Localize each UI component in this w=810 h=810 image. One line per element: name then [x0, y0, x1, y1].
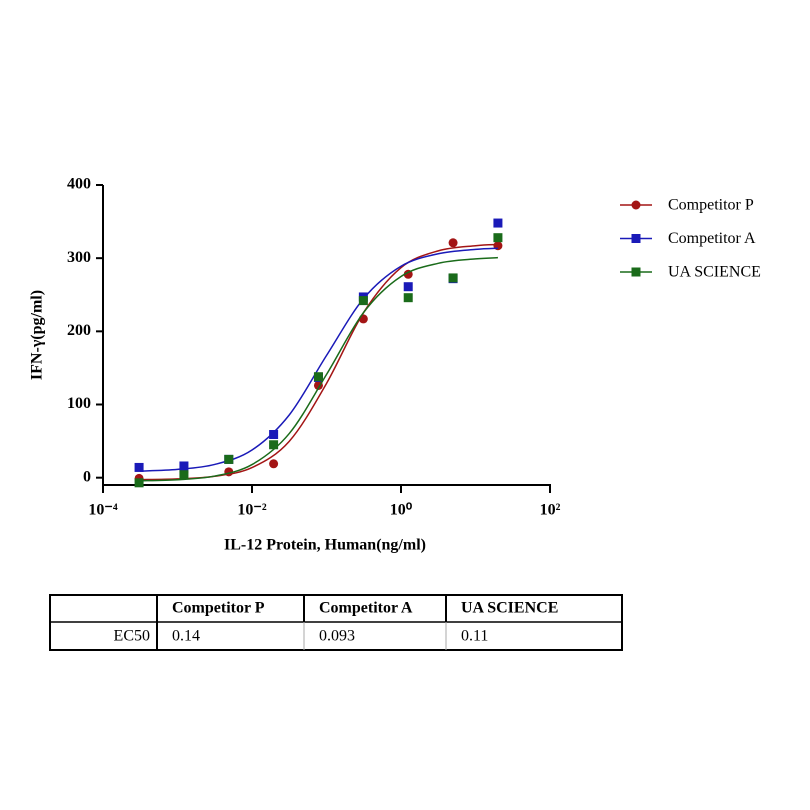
y-tick-label: 200: [67, 322, 91, 339]
legend-marker: [631, 267, 641, 277]
legend-marker: [631, 200, 641, 210]
table: [49, 594, 623, 651]
y-tick-label: 0: [83, 468, 91, 485]
data-point: [224, 454, 234, 464]
data-point: [448, 273, 458, 283]
data-point: [403, 293, 413, 303]
data-point: [269, 440, 279, 450]
data-point: [493, 218, 503, 228]
fit-curve: [140, 243, 498, 481]
data-point: [358, 314, 368, 324]
legend-label: Competitor P: [668, 197, 754, 214]
y-tick-label: 300: [67, 249, 91, 266]
table-header: UA SCIENCE: [461, 600, 558, 617]
data-point: [134, 478, 144, 488]
y-tick-label: 400: [67, 176, 91, 193]
data-point: [134, 462, 144, 472]
data-point: [493, 233, 503, 243]
legend-label: Competitor A: [668, 230, 756, 247]
data-point: [269, 459, 279, 469]
table-cell: 0.14: [172, 628, 200, 645]
table-header: Competitor A: [319, 600, 413, 617]
data-point: [313, 372, 323, 382]
data-point: [269, 430, 279, 440]
data-point: [179, 470, 189, 480]
y-axis-label: IFN-γ(pg/ml): [29, 290, 46, 380]
table-cell: 0.11: [461, 628, 488, 645]
x-tick-label: 10²: [540, 502, 561, 519]
row-label: EC50: [114, 628, 150, 645]
table-cell: 0.093: [319, 628, 355, 645]
y-tick-label: 100: [67, 395, 91, 412]
legend-label: UA SCIENCE: [668, 264, 761, 281]
x-axis-label: IL-12 Protein, Human(ng/ml): [224, 537, 426, 554]
x-tick-label: 10⁻²: [237, 502, 266, 519]
fit-curve: [140, 247, 498, 472]
data-point: [448, 238, 458, 248]
table-header: Competitor P: [172, 600, 265, 617]
x-tick-label: 10⁻⁴: [88, 502, 117, 519]
fit-curve: [140, 256, 498, 482]
legend-marker: [631, 234, 641, 243]
data-point: [358, 296, 368, 306]
data-point: [179, 461, 189, 471]
x-tick-label: 10⁰: [390, 502, 413, 519]
data-point: [403, 282, 413, 292]
